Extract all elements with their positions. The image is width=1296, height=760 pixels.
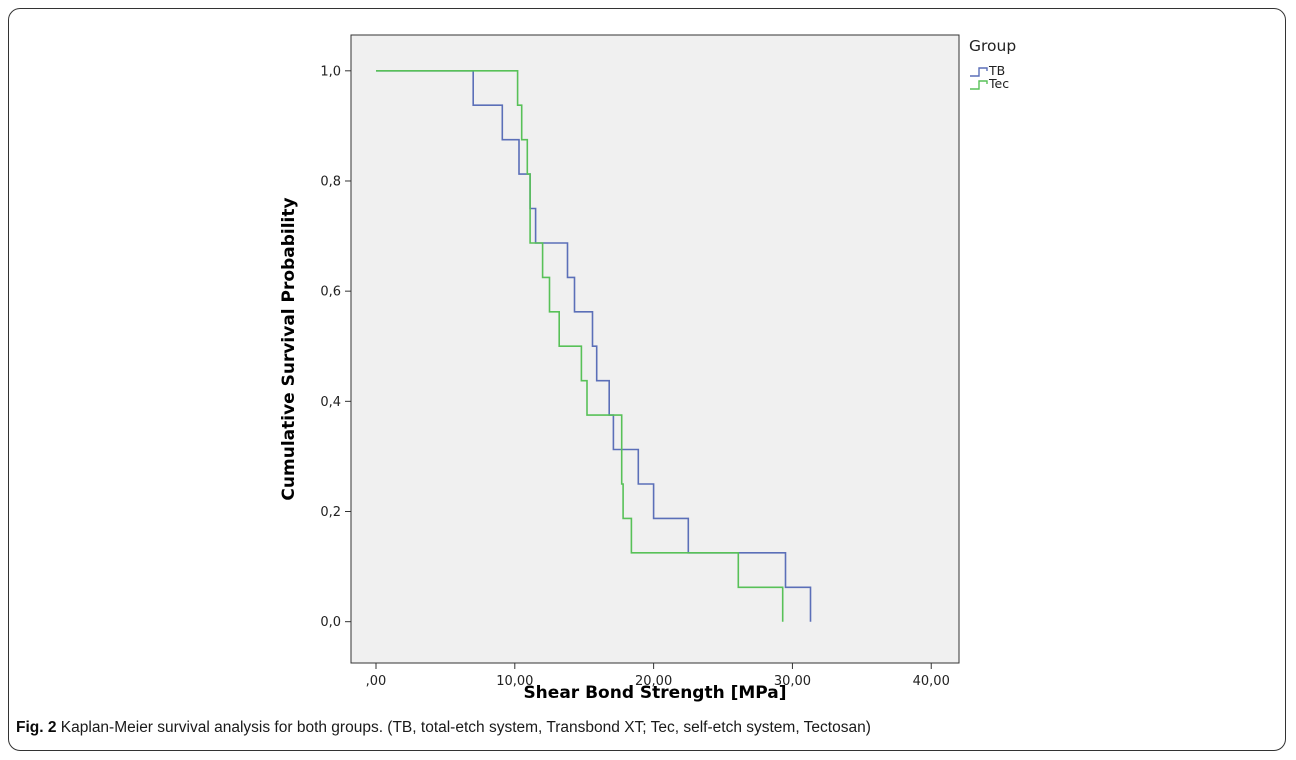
- plot-area: [350, 34, 960, 664]
- x-tick-label: ,00: [366, 674, 387, 689]
- series-layer: [376, 70, 812, 622]
- y-tick-label: 0,6: [320, 285, 341, 300]
- y-axis-ticks: 0,0 0,2 0,4 0,6 0,8 1,0: [320, 64, 351, 630]
- y-tick-label: 0,0: [320, 615, 341, 630]
- y-axis-title: Cumulative Survival Probability: [279, 197, 299, 500]
- y-tick-label: 0,4: [320, 395, 341, 410]
- series-line-tb: [376, 70, 812, 622]
- figure-caption: Fig. 2 Kaplan-Meier survival analysis fo…: [16, 719, 871, 737]
- caption-label: Fig. 2: [16, 719, 57, 736]
- x-tick-label: 30,00: [774, 674, 811, 689]
- x-axis-title: Shear Bond Strength [MPa]: [523, 683, 786, 703]
- y-tick-label: 0,8: [320, 174, 341, 189]
- y-tick-label: 1,0: [320, 64, 341, 79]
- legend-label-tec: Tec: [988, 76, 1009, 91]
- x-tick-label: 10,00: [496, 674, 533, 689]
- legend-label-tb: TB: [988, 63, 1005, 78]
- legend-swatch-tb: [970, 67, 988, 77]
- y-tick-label: 0,2: [320, 505, 341, 520]
- caption-text: Kaplan-Meier survival analysis for both …: [56, 719, 871, 736]
- series-line-tec: [376, 70, 784, 622]
- legend-title: Group: [969, 37, 1016, 55]
- x-tick-label: 40,00: [913, 674, 950, 689]
- x-axis-ticks: ,00 10,00 20,00 30,00 40,00: [366, 663, 950, 689]
- x-tick-label: 20,00: [635, 674, 672, 689]
- legend-swatch-tec: [970, 80, 988, 90]
